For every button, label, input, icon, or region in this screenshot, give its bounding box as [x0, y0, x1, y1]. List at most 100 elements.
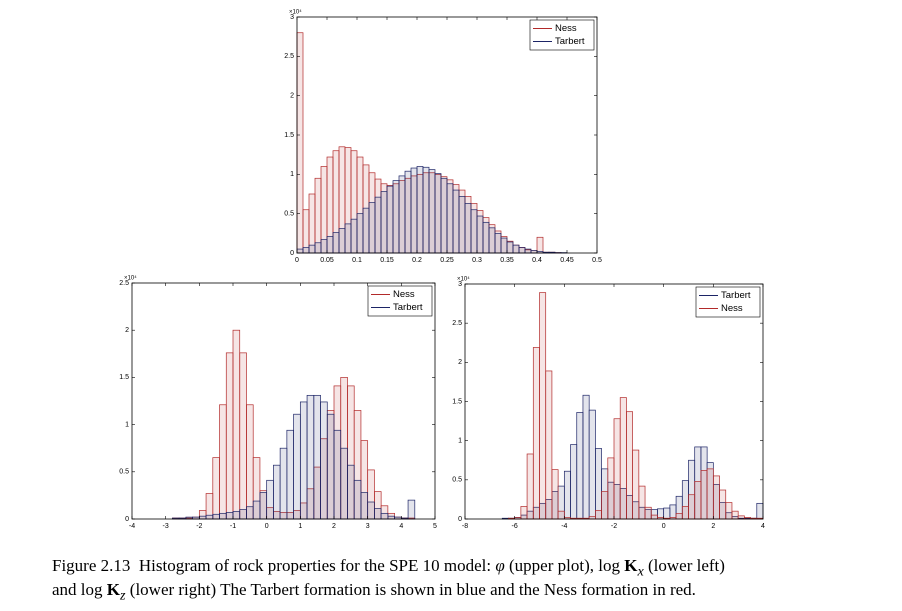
histogram-bar [333, 429, 342, 520]
y-tick-label: 2 [125, 327, 129, 334]
legend-box [529, 19, 595, 51]
histogram-bar [719, 489, 727, 520]
plot-area [132, 283, 435, 519]
x-tick-label: 0.4 [532, 257, 542, 264]
figure: 0 0.05 0.1 0.15 0.2 0.25 0.3 0.35 0.4 0.45 0.5 0 0.5… [119, 9, 765, 530]
histogram-bar [313, 394, 321, 520]
histogram-bar [524, 248, 532, 254]
histogram-bar [626, 411, 633, 520]
legend-label: Ness [555, 23, 577, 34]
histogram-bar [302, 247, 310, 254]
histogram-bar [613, 418, 621, 520]
histogram-bar [246, 404, 254, 520]
y-tick-label: 1 [458, 438, 462, 445]
histogram-bar [332, 232, 340, 254]
histogram-bar [532, 347, 540, 520]
histogram-bar [440, 177, 448, 254]
x-tick-label: -8 [462, 523, 468, 530]
y-tick-label: 1.5 [119, 374, 129, 381]
histogram-bar [476, 215, 484, 254]
histogram-bar [296, 32, 304, 254]
histogram-bar [212, 513, 220, 520]
histogram-bar [386, 185, 394, 254]
histogram-bar [482, 221, 490, 254]
histogram-bar [725, 502, 733, 520]
histogram-bar [212, 457, 220, 520]
histogram-bar [570, 444, 578, 520]
histogram-bar [239, 352, 247, 520]
histogram-bar [500, 237, 508, 254]
y-tick-label: 2.5 [452, 320, 462, 327]
caption-symbol: K [624, 556, 638, 575]
y-tick-label: 1 [125, 421, 129, 428]
y-tick-label: 1 [290, 171, 294, 178]
x-tick-label: 5 [433, 523, 437, 530]
legend-label: Tarbert [721, 290, 751, 301]
axes-frame [131, 282, 436, 520]
histogram-bar [756, 502, 764, 520]
histogram-bar [452, 189, 460, 254]
x-tick-label: 0 [662, 523, 666, 530]
x-tick-label: 0.15 [380, 257, 394, 264]
histogram-bar [582, 394, 590, 520]
histogram-bar [706, 468, 714, 520]
histogram-bar [353, 479, 362, 520]
histogram-bar [219, 512, 227, 520]
histogram-bar [407, 499, 416, 520]
histogram-bar [293, 413, 301, 520]
histogram-bar [266, 479, 274, 520]
histogram-bar [344, 223, 352, 254]
histogram-bar [700, 470, 708, 520]
histogram-bar [644, 506, 652, 520]
x-tick-label: -4 [129, 523, 135, 530]
histogram-bar [607, 457, 615, 520]
x-tick-label: 0.3 [472, 257, 482, 264]
histogram-bar [239, 509, 247, 520]
histogram-bar [308, 193, 316, 254]
histogram-bar [380, 191, 388, 254]
histogram-bar [422, 166, 430, 254]
histogram-bar [576, 412, 584, 520]
histogram-bar [320, 239, 328, 254]
histogram-bar [588, 409, 596, 520]
histogram-bar [410, 167, 418, 254]
x-tick-label: 4 [761, 523, 765, 530]
y-tick-label: 0.5 [284, 211, 294, 218]
histogram-bar [360, 492, 369, 520]
y-scale-label: ×10⁴ [289, 9, 302, 16]
x-tick-label: -2 [611, 523, 617, 530]
histogram-bar [520, 506, 528, 520]
histogram-bar [225, 512, 234, 520]
histogram-bar [712, 475, 720, 520]
histogram-bar [326, 236, 334, 254]
y-scale-label: ×10⁴ [457, 276, 470, 283]
histogram-bar [512, 244, 520, 254]
x-tick-label: 1 [298, 523, 302, 530]
histogram-bar [545, 370, 553, 520]
x-tick-label: 0.2 [412, 257, 422, 264]
histogram-bar [340, 447, 348, 520]
histogram-bar [494, 232, 502, 254]
histogram-bar [286, 429, 294, 520]
x-tick-label: 0.1 [352, 257, 362, 264]
histogram-bar [314, 242, 322, 254]
histogram-bar [681, 506, 689, 520]
caption-text: (lower left) [643, 556, 725, 575]
x-tick-label: 0.25 [440, 257, 454, 264]
histogram-bar [536, 236, 544, 254]
y-tick-label: 2.5 [284, 53, 294, 60]
histogram-bar [308, 244, 316, 254]
histogram-bar [675, 513, 683, 520]
histogram-bar [563, 470, 571, 520]
histogram-bar [252, 500, 261, 520]
histogram-bar [356, 213, 364, 254]
caption-subscript: z [120, 587, 126, 604]
histogram-bar [595, 510, 602, 520]
caption-line: and log Kz (lower right) The Tarbert for… [52, 580, 696, 604]
histogram-bar [464, 203, 472, 254]
histogram-bar [380, 512, 389, 520]
caption-line: Figure 2.13 Histogram of rock properties… [52, 556, 725, 580]
histogram-bar [306, 394, 315, 520]
histogram-bar [731, 510, 739, 520]
histogram-bar [488, 227, 496, 254]
